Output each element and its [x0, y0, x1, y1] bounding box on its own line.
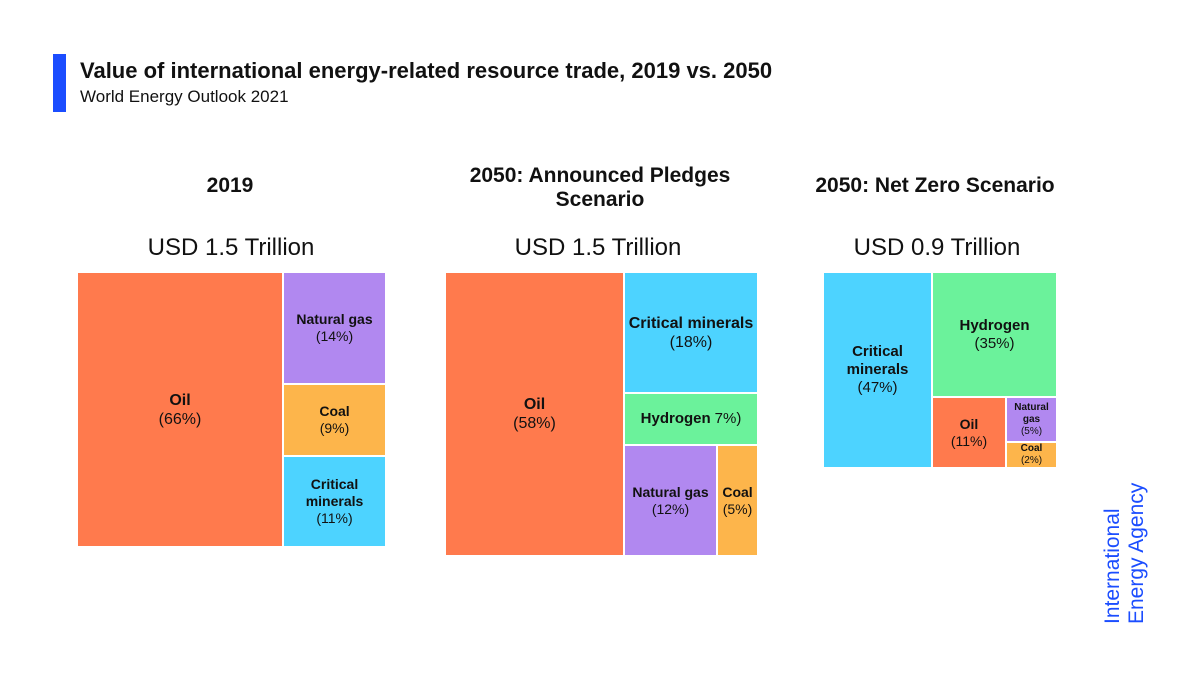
tile-percentage: (35%): [974, 334, 1015, 352]
tile-label: Natural gas: [632, 483, 709, 500]
treemap-tile-critical-minerals: Critical minerals (11%): [284, 457, 385, 546]
treemap-tile-natural-gas: Natural gas (5%): [1007, 398, 1056, 441]
treemap-tile-natural-gas: Natural gas (12%): [625, 446, 716, 555]
treemap-tile-oil: Oil (11%): [933, 398, 1005, 467]
treemap-tile-critical-minerals: Critical minerals (47%): [824, 273, 931, 467]
tile-label: Critical minerals: [846, 343, 909, 378]
treemap-tile-oil: Oil (66%): [78, 273, 282, 546]
treemap-tile-hydrogen: Hydrogen (35%): [933, 273, 1056, 396]
panel-title: 2019: [206, 174, 254, 197]
tile-percentage: (14%): [315, 328, 354, 344]
treemap-tile-coal: Coal (2%): [1007, 443, 1056, 467]
treemap-tile-coal: Coal (9%): [284, 385, 385, 455]
panel-title: 2050: Net Zero Scenario: [815, 174, 1055, 197]
tile-label: Coal: [319, 403, 350, 419]
title-accent-bar: [53, 54, 66, 112]
treemap-tile-oil: Oil (58%): [446, 273, 623, 555]
iea-logo-line-1: International: [1101, 508, 1124, 624]
tile-label: Critical minerals: [305, 476, 364, 509]
tile-label: Critical minerals: [628, 314, 754, 332]
tile-label: Oil: [169, 391, 191, 409]
tile-label: Hydrogen: [959, 316, 1030, 334]
tile-label: Oil: [523, 396, 546, 413]
tile-label: Natural gas: [296, 311, 373, 327]
tile-percentage: (2%): [1020, 455, 1043, 466]
panel-total-value: USD 0.9 Trillion: [853, 234, 1021, 261]
tile-percentage: (11%): [950, 432, 988, 449]
tile-percentage: (12%): [651, 500, 690, 517]
treemap-tile-hydrogen: Hydrogen 7%): [625, 394, 757, 444]
iea-logo-line-2: Energy Agency: [1125, 482, 1148, 624]
treemap-tile-critical-minerals: Critical minerals (18%): [625, 273, 757, 392]
panel-total-value: USD 1.5 Trillion: [147, 234, 315, 261]
tile-percentage: (5%): [1020, 425, 1043, 437]
tile-percentage: (47%): [857, 379, 898, 396]
panel-total-value: USD 1.5 Trillion: [514, 234, 682, 261]
tile-percentage: (58%): [513, 415, 556, 432]
page-title: Value of international energy-related re…: [80, 58, 773, 83]
tile-percentage: (11%): [316, 510, 353, 526]
treemap-tile-coal: Coal (5%): [718, 446, 757, 555]
tile-label: Hydrogen: [640, 410, 711, 427]
tile-label: Oil: [959, 415, 979, 432]
tile-percentage: (9%): [319, 420, 350, 436]
tile-label: Coal: [1020, 443, 1043, 454]
tile-percentage: 7%): [714, 410, 742, 427]
iea-logo: International Energy Agency: [1101, 462, 1161, 624]
panel-title: 2050: Announced Pledges Scenario: [469, 164, 731, 211]
page-subtitle: World Energy Outlook 2021: [80, 87, 289, 106]
tile-percentage: (5%): [722, 500, 753, 517]
tile-percentage: (18%): [669, 333, 713, 351]
tile-label: Coal: [722, 483, 753, 500]
iea-logo-text: International Energy Agency: [1101, 483, 1149, 624]
treemap-tile-natural-gas: Natural gas (14%): [284, 273, 385, 383]
tile-label: Natural gas: [1014, 401, 1049, 425]
tile-percentage: (66%): [158, 410, 202, 428]
